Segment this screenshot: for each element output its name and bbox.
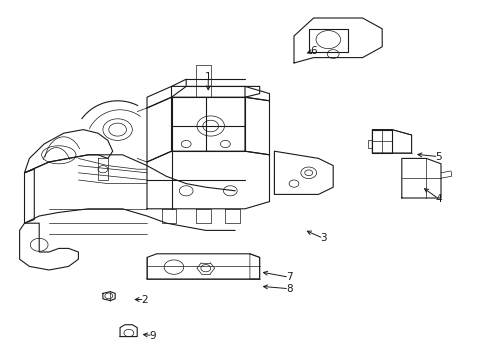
Text: 7: 7 — [286, 272, 293, 282]
Text: 2: 2 — [141, 294, 148, 305]
Text: 8: 8 — [286, 284, 293, 294]
Text: 4: 4 — [435, 194, 442, 204]
Text: 9: 9 — [149, 330, 156, 341]
Text: 5: 5 — [435, 152, 442, 162]
Text: 1: 1 — [205, 72, 212, 82]
Text: 3: 3 — [320, 233, 327, 243]
Text: 6: 6 — [310, 46, 317, 56]
